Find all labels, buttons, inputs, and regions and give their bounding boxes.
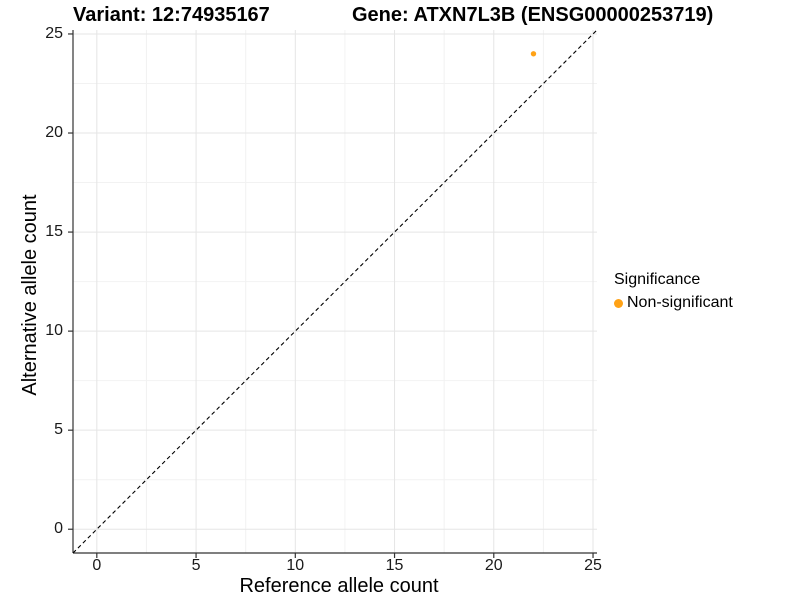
plot-title-variant: Variant: 12:74935167 [73,4,270,26]
y-tick-label: 15 [45,223,63,241]
x-tick-label: 0 [92,557,102,574]
x-tick-label: 5 [191,557,201,574]
x-tick-label: 15 [385,557,404,574]
y-tick-label: 25 [45,24,63,42]
plot-title-gene: Gene: ATXN7L3B (ENSG00000253719) [352,4,714,26]
x-tick-label: 10 [286,557,305,574]
legend-item-non-significant: Non-significant [614,294,733,312]
x-tick-label: 25 [584,557,602,574]
legend-point-icon [614,298,623,308]
x-axis-title: Reference allele count [239,575,439,597]
y-axis-title: Alternative allele count [19,194,41,396]
legend-item-label: Non-significant [627,294,733,311]
legend-title: Significance [614,271,701,288]
x-tick-label: 20 [484,557,503,574]
legend: Significance Non-significant [614,271,733,312]
y-tick-label: 5 [54,421,63,439]
y-tick-label: 10 [45,322,63,340]
y-tick-label: 20 [45,124,63,141]
identity-dashed-line [72,29,598,554]
y-tick-label: 0 [54,520,63,538]
data-point [530,51,537,57]
